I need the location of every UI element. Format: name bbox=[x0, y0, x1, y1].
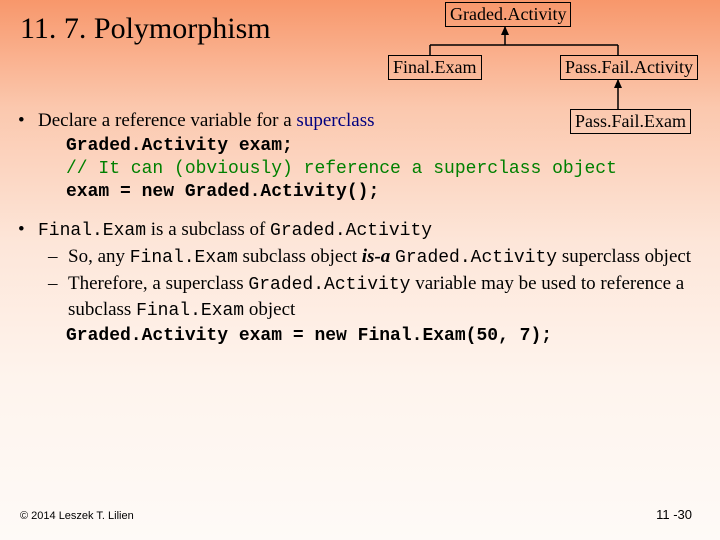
copyright-text: © 2014 Leszek T. Lilien bbox=[20, 510, 134, 522]
d1-code-a: Final.Exam bbox=[130, 248, 238, 268]
d1-text-c: superclass object bbox=[557, 246, 691, 267]
dash-1: – So, any Final.Exam subclass object is-… bbox=[48, 245, 702, 270]
slide-title: 11. 7. Polymorphism bbox=[20, 12, 271, 46]
code-line-3: Graded.Activity exam = new Final.Exam(50… bbox=[66, 325, 702, 348]
slide-body: • Declare a reference variable for a sup… bbox=[18, 109, 702, 348]
dash-mark: – bbox=[48, 245, 68, 270]
code-line-1: Graded.Activity exam; bbox=[66, 135, 702, 158]
diagram-node-passfailactivity: Pass.Fail.Activity bbox=[560, 55, 698, 80]
bullet-1-text: Declare a reference variable for a bbox=[38, 110, 296, 131]
d1-text-b: subclass object bbox=[238, 246, 362, 267]
bullet-dot: • bbox=[18, 218, 38, 243]
d1-code-b: Graded.Activity bbox=[395, 248, 557, 268]
term-superclass: superclass bbox=[296, 110, 374, 131]
d2-text-c: object bbox=[244, 299, 295, 320]
d2-code-a: Graded.Activity bbox=[248, 275, 410, 295]
diagram-node-finalexam: Final.Exam bbox=[388, 55, 482, 80]
class-hierarchy-diagram: Graded.Activity Final.Exam Pass.Fail.Act… bbox=[370, 2, 700, 97]
bullet-dot: • bbox=[18, 109, 38, 133]
bullet-2: • Final.Exam is a subclass of Graded.Act… bbox=[18, 218, 702, 243]
page-number: 11 -30 bbox=[656, 507, 692, 522]
b2-code-b: Graded.Activity bbox=[270, 221, 432, 241]
d1-isa: is-a bbox=[362, 246, 391, 267]
bullet-1: • Declare a reference variable for a sup… bbox=[18, 109, 702, 133]
dash-2: – Therefore, a superclass Graded.Activit… bbox=[48, 272, 702, 322]
code-line-2: exam = new Graded.Activity(); bbox=[66, 181, 702, 204]
d2-code-b: Final.Exam bbox=[136, 301, 244, 321]
d1-text-a: So, any bbox=[68, 246, 130, 267]
d2-text-a: Therefore, a superclass bbox=[68, 273, 248, 294]
b2-text-a: is a subclass of bbox=[146, 219, 270, 240]
diagram-node-superclass: Graded.Activity bbox=[445, 2, 571, 27]
dash-mark: – bbox=[48, 272, 68, 322]
b2-code-a: Final.Exam bbox=[38, 221, 146, 241]
code-comment: // It can (obviously) reference a superc… bbox=[66, 158, 702, 181]
